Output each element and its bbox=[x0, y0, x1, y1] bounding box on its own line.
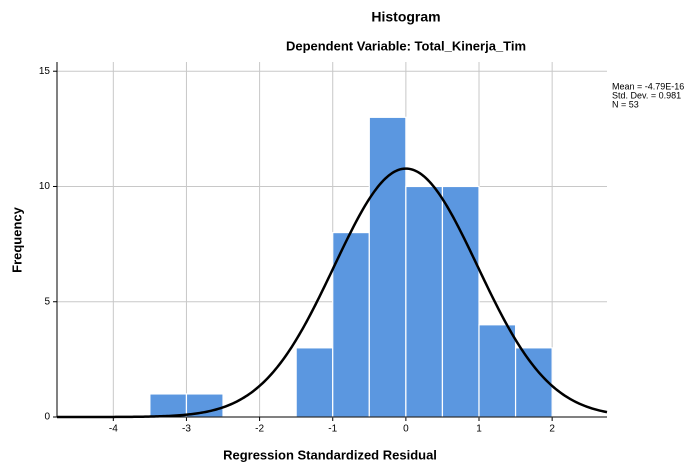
y-axis-label: Frequency bbox=[9, 206, 24, 273]
y-tick-label: 5 bbox=[44, 296, 50, 307]
chart-subtitle: Dependent Variable: Total_Kinerja_Tim bbox=[286, 38, 526, 53]
x-tick-label: 2 bbox=[549, 424, 555, 435]
bar bbox=[405, 185, 444, 418]
bar bbox=[149, 393, 188, 418]
x-tick-label: -3 bbox=[182, 424, 191, 435]
y-tick-label: 0 bbox=[44, 412, 50, 423]
bar bbox=[478, 324, 517, 418]
bar bbox=[332, 231, 370, 418]
x-tick-label: -1 bbox=[328, 424, 337, 435]
chart-title: Histogram bbox=[371, 9, 440, 25]
x-tick-label: 1 bbox=[476, 424, 482, 435]
stats-label: Std. Dev. = 0.981 bbox=[612, 90, 681, 100]
x-tick-label: -4 bbox=[109, 424, 118, 435]
y-tick-label: 15 bbox=[39, 66, 51, 77]
x-axis-label: Regression Standardized Residual bbox=[223, 447, 437, 462]
bar bbox=[441, 185, 480, 418]
x-tick-label: 0 bbox=[403, 424, 409, 435]
stats-label: Mean = -4.79E-16 bbox=[612, 81, 684, 91]
stats-label: N = 53 bbox=[612, 99, 639, 109]
x-tick-label: -2 bbox=[255, 424, 264, 435]
y-tick-label: 10 bbox=[39, 181, 51, 192]
bar bbox=[295, 347, 334, 418]
bar bbox=[368, 116, 407, 418]
